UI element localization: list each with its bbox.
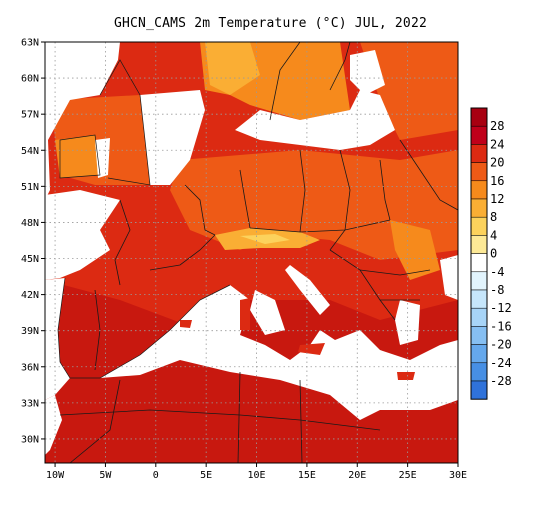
colorbar-frame <box>470 107 488 400</box>
colorbar-swatch <box>470 125 488 145</box>
land-fill-alps-peak <box>240 234 290 244</box>
adriatic-sea <box>285 265 330 315</box>
ocean-atlantic-iberia <box>45 278 70 400</box>
tyrrhenian-sea <box>250 290 285 335</box>
land-fill-ireland <box>55 135 100 178</box>
colorbar-label: -8 <box>490 283 504 297</box>
lon-tick-label: 5E <box>200 470 212 481</box>
colorbar-label: -12 <box>490 301 512 315</box>
latitude-tick-labels: 63N 60N 57N 54N 51N 48N 45N 42N 39N 36N 33N 30N <box>21 38 39 446</box>
colorbar-swatch <box>470 344 488 364</box>
colorbar-label: -20 <box>490 338 512 352</box>
mediterranean-sea <box>100 285 458 420</box>
colorbar-swatch <box>470 307 488 327</box>
island-sardinia <box>240 298 250 330</box>
colorbar-label: 24 <box>490 137 504 151</box>
colorbar-label: -16 <box>490 319 512 333</box>
country-borders <box>59 42 458 463</box>
colorbar-swatch <box>470 107 488 127</box>
ocean-north-sea <box>140 90 205 185</box>
longitude-tick-labels: 10W 5W 0 5E 10E 15E 20E 25E 30E <box>46 470 467 481</box>
ocean-gulf-of-bothnia <box>350 50 385 95</box>
colorbar-label: -24 <box>490 356 512 370</box>
ocean-baltic <box>235 90 395 150</box>
lon-tick-label: 10W <box>46 470 65 481</box>
map-frame <box>44 41 459 464</box>
colorbar-swatch <box>470 198 488 218</box>
colorbar-label: 4 <box>490 228 497 242</box>
colorbar-swatch <box>470 271 488 291</box>
colorbar: 28 24 20 16 12 8 4 0 -4 -8 -12 -16 -20 -24 -28 <box>470 107 512 400</box>
island-sicily <box>298 343 325 355</box>
lon-tick-label: 20E <box>348 470 366 481</box>
map-title: GHCN_CAMS 2m Temperature (°C) JUL, 2022 <box>113 16 428 31</box>
lon-tick-label: 25E <box>399 470 417 481</box>
colorbar-swatch <box>470 180 488 200</box>
colorbar-swatch <box>470 162 488 182</box>
island-crete <box>397 372 415 380</box>
lat-tick-label: 51N <box>21 182 39 193</box>
lat-tick-label: 42N <box>21 290 39 301</box>
colorbar-swatch <box>470 380 488 400</box>
lon-tick-label: 0 <box>153 470 159 481</box>
lat-tick-label: 33N <box>21 398 39 409</box>
colorbar-swatch <box>470 216 488 236</box>
colorbar-swatch <box>470 235 488 254</box>
colorbar-swatch <box>470 362 488 382</box>
colorbar-label: -4 <box>490 265 504 279</box>
colorbar-label: 28 <box>490 119 504 133</box>
coastlines <box>57 59 231 379</box>
island-mallorca <box>180 320 192 328</box>
colorbar-label: 0 <box>490 247 497 261</box>
lat-tick-label: 60N <box>21 74 39 85</box>
ocean-bay-of-biscay <box>45 190 120 280</box>
lat-tick-label: 45N <box>21 254 39 265</box>
land-fill-mountains-north <box>205 42 260 95</box>
ocean-atlantic-morocco <box>45 395 62 455</box>
lat-tick-label: 57N <box>21 110 39 121</box>
lat-tick-label: 63N <box>21 38 39 49</box>
lat-tick-label: 36N <box>21 362 39 373</box>
ocean-irish-sea <box>95 138 110 178</box>
temperature-map <box>45 42 458 463</box>
colorbar-label: 8 <box>490 210 497 224</box>
ocean-north-atlantic <box>45 42 120 200</box>
colorbar-swatch <box>470 253 488 273</box>
lon-tick-label: 5W <box>99 470 112 481</box>
lon-tick-label: 10E <box>248 470 266 481</box>
land-fill-carpathians <box>390 220 440 280</box>
lat-tick-label: 54N <box>21 146 39 157</box>
lon-tick-label: 30E <box>449 470 467 481</box>
lon-tick-label: 15E <box>298 470 316 481</box>
map-gridlines <box>41 41 459 467</box>
land-fill-finland <box>360 42 458 140</box>
lat-tick-label: 30N <box>21 434 39 445</box>
colorbar-label: 16 <box>490 174 504 188</box>
colorbar-swatch <box>470 144 488 163</box>
lat-tick-label: 39N <box>21 326 39 337</box>
black-sea <box>440 255 458 300</box>
colorbar-label: 12 <box>490 192 504 206</box>
colorbar-label: 20 <box>490 156 504 170</box>
colorbar-label: -28 <box>490 374 512 388</box>
colorbar-swatch <box>470 289 488 309</box>
lat-tick-label: 48N <box>21 218 39 229</box>
colorbar-swatch <box>470 326 488 345</box>
